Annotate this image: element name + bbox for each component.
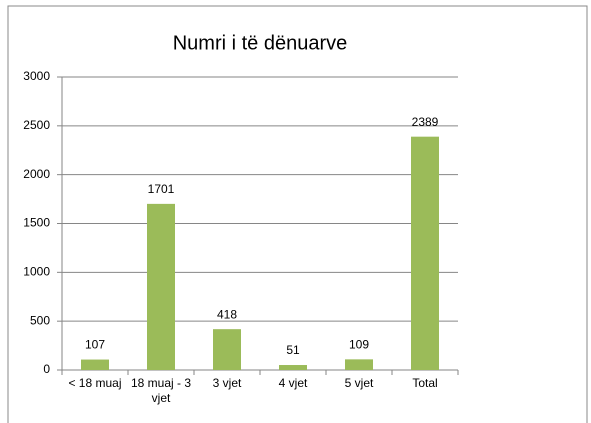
x-tick-label: Total — [412, 376, 438, 390]
bar — [147, 203, 175, 370]
data-label: 2389 — [412, 115, 439, 129]
data-label: 109 — [349, 338, 369, 352]
x-tick-label: 4 vjet — [278, 376, 308, 390]
data-label: 418 — [217, 307, 237, 321]
chart-border — [7, 5, 588, 423]
bar — [345, 359, 373, 370]
y-tick-label: 2000 — [23, 167, 50, 181]
y-tick-label: 2500 — [23, 118, 50, 132]
y-tick-label: 500 — [30, 313, 50, 327]
data-label: 107 — [85, 338, 105, 352]
bar — [279, 365, 307, 370]
x-tick-label: 18 muaj - 3 vjet — [130, 376, 192, 405]
y-tick-label: 1000 — [23, 265, 50, 279]
bar — [411, 136, 439, 370]
y-tick-label: 3000 — [23, 69, 50, 83]
bar — [213, 329, 241, 370]
x-tick-label: < 18 muaj — [68, 376, 122, 390]
bar — [81, 359, 109, 370]
y-tick-label: 1500 — [23, 216, 50, 230]
data-label: 1701 — [148, 182, 175, 196]
data-label: 51 — [286, 343, 300, 357]
chart-title: Numri i të dënuarve — [173, 32, 348, 54]
x-tick-label: 5 vjet — [344, 376, 374, 390]
x-tick-label: 3 vjet — [212, 376, 242, 390]
y-tick-label: 0 — [43, 362, 50, 376]
